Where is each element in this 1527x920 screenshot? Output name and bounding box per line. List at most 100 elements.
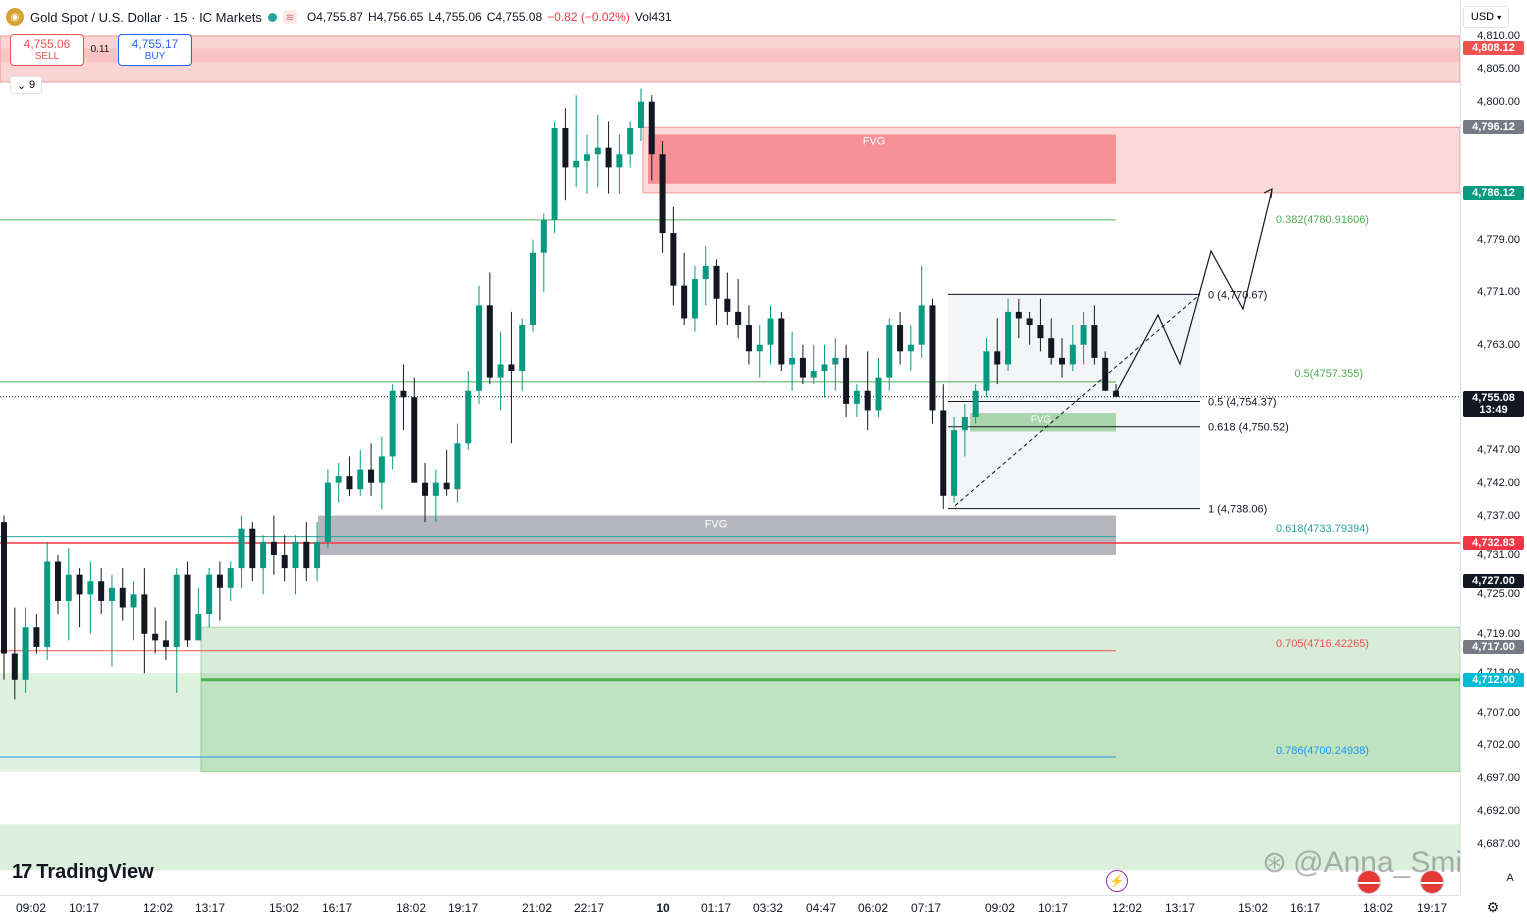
data-wave-icon[interactable]: ≋	[282, 10, 297, 24]
fvg-label-small: FVG	[1031, 414, 1052, 425]
candle-body	[465, 390, 472, 444]
price-tick: 4,692.00	[1477, 805, 1520, 818]
price-tag: 4,796.12	[1463, 120, 1524, 135]
price-tick: 4,763.00	[1477, 338, 1520, 351]
candle-body	[972, 390, 979, 418]
time-tick: 16:17	[1289, 901, 1321, 915]
time-tick: 06:02	[857, 901, 889, 915]
watermark-logo-icon: ⊛	[1262, 846, 1288, 879]
fib-label-05: 0.5 (4,754.37)	[1208, 396, 1277, 408]
time-tick: 15:02	[268, 901, 300, 915]
candle-body	[368, 469, 375, 483]
buy-button[interactable]: 4,755.17 BUY	[118, 34, 192, 66]
candle-body	[573, 160, 580, 168]
candle-body	[735, 311, 742, 326]
gold-coin-icon: ◉	[6, 8, 24, 26]
price-chart[interactable]: FVG FVG FVG 0 (4,770.67) 0.5 (4,754.37) 0.618…	[0, 0, 1460, 895]
time-axis[interactable]: 09:02 10:17 12:02 13:17 15:02 16:17 18:02 19:17…	[0, 895, 1460, 920]
buy-label: BUY	[144, 51, 166, 62]
ohlc-change: −0.82 (−0.02%)	[547, 10, 630, 24]
candle-body	[357, 469, 364, 490]
candle-body	[195, 614, 202, 641]
indicator-toggle-button[interactable]: ⌄ 9	[10, 76, 42, 94]
price-tick: 4,707.00	[1477, 706, 1520, 719]
candle-body	[476, 305, 483, 391]
candle-body	[616, 154, 623, 168]
symbol-header: ◉ Gold Spot / U.S. Dollar · 15 · IC Mark…	[6, 6, 672, 28]
candle-body	[303, 541, 310, 569]
demand-zone-lower	[0, 673, 1460, 772]
candle-body	[152, 633, 159, 641]
auto-scale-button[interactable]: A	[1506, 872, 1514, 884]
candle-body	[119, 587, 126, 608]
candle-body	[724, 298, 731, 312]
candle-body	[875, 377, 882, 411]
currency-selector[interactable]: USD ▾	[1463, 6, 1509, 28]
price-tag-value: 4,727.00	[1472, 575, 1515, 588]
projection-path	[1115, 189, 1273, 394]
candle-body	[281, 554, 288, 569]
candle-body	[76, 574, 83, 595]
price-tag: 4,727.00	[1463, 574, 1524, 589]
candle-body	[594, 147, 601, 155]
chart-area[interactable]: FVG FVG FVG 0 (4,770.67) 0.5 (4,754.37) 0.618…	[0, 0, 1460, 895]
gear-icon[interactable]: ⚙	[1486, 898, 1500, 915]
symbol-title[interactable]: Gold Spot / U.S. Dollar · 15 · IC Market…	[30, 9, 262, 25]
lightning-icon[interactable]: ⚡	[1106, 870, 1128, 892]
candle-body	[637, 101, 644, 128]
candle-body	[497, 364, 504, 378]
candle-body	[249, 528, 256, 569]
candle-body	[1026, 318, 1033, 326]
time-tick: 19:17	[1416, 901, 1448, 915]
ext-label-05: 0.5(4757.355)	[1295, 368, 1364, 380]
candle-body	[314, 541, 321, 569]
candle-body	[562, 127, 569, 168]
candle-body	[951, 430, 958, 496]
price-tag: 4,717.00	[1463, 639, 1524, 654]
fvg-label-lower: FVG	[705, 518, 728, 530]
price-axis[interactable]: 4,810.00 4,805.00 4,800.00 4,779.00 4,771.00…	[1460, 0, 1527, 895]
sell-price: 4,755.06	[23, 37, 71, 51]
fib-label-0: 0 (4,770.67)	[1208, 289, 1267, 301]
candle-body	[1048, 338, 1055, 358]
market-open-icon	[267, 12, 277, 22]
tradingview-logo[interactable]: 17 TradingView	[12, 861, 154, 884]
candle-body	[778, 318, 785, 365]
supply-zone-top	[0, 35, 1460, 83]
candle-body	[551, 127, 558, 220]
candle-body	[918, 305, 925, 345]
price-tick: 4,810.00	[1477, 30, 1520, 42]
us-flag-icon[interactable]	[1420, 870, 1444, 894]
candle-body	[184, 574, 191, 641]
candle-body	[508, 364, 515, 372]
candle-body	[1069, 344, 1076, 365]
time-tick: 12:02	[142, 901, 174, 915]
candle-body	[98, 581, 105, 601]
candle-body	[443, 482, 450, 490]
price-tick: 4,731.00	[1477, 548, 1520, 561]
sell-button[interactable]: 4,755.06 SELL	[10, 34, 84, 66]
ohlc-volume: Vol431	[634, 10, 672, 24]
price-tick: 4,719.00	[1477, 627, 1520, 640]
time-tick: 22:17	[573, 901, 605, 915]
candle-body	[864, 390, 871, 411]
candle-body	[400, 390, 407, 398]
candle-body	[54, 561, 61, 601]
candle-body	[540, 219, 547, 253]
candle-body	[206, 574, 213, 615]
candle-body	[583, 154, 590, 161]
candle-body	[713, 265, 720, 299]
price-tick: 4,779.00	[1477, 233, 1520, 246]
candle-body	[11, 653, 18, 680]
candle-body	[173, 574, 180, 647]
candle-body	[832, 357, 839, 365]
price-tick: 4,737.00	[1477, 509, 1520, 522]
candle-body	[745, 325, 752, 352]
candle-body	[216, 574, 223, 588]
time-tick: 10:17	[1037, 901, 1069, 915]
candle-body	[324, 482, 331, 542]
us-flag-icon[interactable]	[1357, 870, 1381, 894]
candle-body	[983, 351, 990, 391]
ohlc-close: C4,755.08	[486, 10, 543, 24]
price-tag-value: 4,796.12	[1472, 121, 1515, 134]
